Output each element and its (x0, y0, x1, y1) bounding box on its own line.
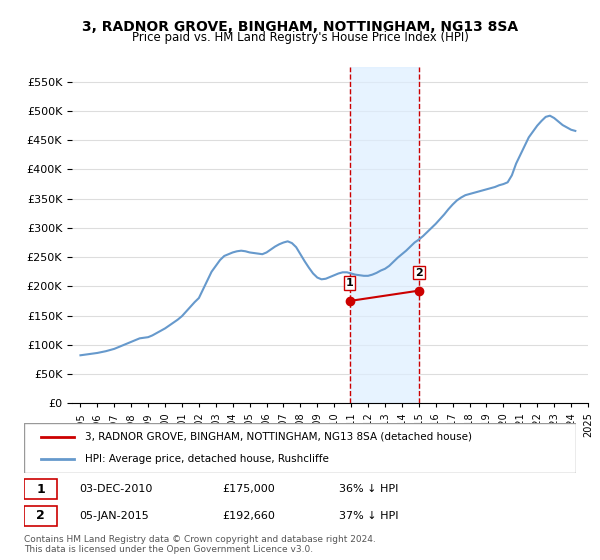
Text: 03-DEC-2010: 03-DEC-2010 (79, 484, 152, 494)
Text: 2: 2 (36, 510, 45, 522)
Text: Contains HM Land Registry data © Crown copyright and database right 2024.
This d: Contains HM Land Registry data © Crown c… (24, 535, 376, 554)
Text: 3, RADNOR GROVE, BINGHAM, NOTTINGHAM, NG13 8SA (detached house): 3, RADNOR GROVE, BINGHAM, NOTTINGHAM, NG… (85, 432, 472, 442)
Text: 05-JAN-2015: 05-JAN-2015 (79, 511, 149, 521)
Text: 1: 1 (346, 278, 353, 288)
Text: 1: 1 (36, 483, 45, 496)
Text: 37% ↓ HPI: 37% ↓ HPI (338, 511, 398, 521)
FancyBboxPatch shape (24, 423, 576, 473)
Text: 3, RADNOR GROVE, BINGHAM, NOTTINGHAM, NG13 8SA: 3, RADNOR GROVE, BINGHAM, NOTTINGHAM, NG… (82, 20, 518, 34)
Bar (350, 67, 419, 403)
Text: £175,000: £175,000 (223, 484, 275, 494)
FancyBboxPatch shape (24, 506, 57, 526)
Text: 36% ↓ HPI: 36% ↓ HPI (338, 484, 398, 494)
FancyBboxPatch shape (24, 479, 57, 500)
Text: £192,660: £192,660 (223, 511, 275, 521)
Text: 2: 2 (415, 268, 423, 278)
Text: Price paid vs. HM Land Registry's House Price Index (HPI): Price paid vs. HM Land Registry's House … (131, 31, 469, 44)
Text: HPI: Average price, detached house, Rushcliffe: HPI: Average price, detached house, Rush… (85, 454, 329, 464)
